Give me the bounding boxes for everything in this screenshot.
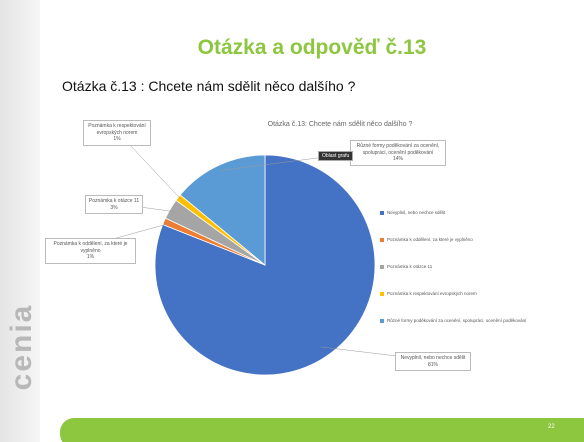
data-label-value: 81% [427,361,438,368]
legend-label: Poznámka k respektování evropských norem [387,291,477,296]
data-label-category: Poznámka k otázce 11 [88,198,140,204]
data-label-category: Poznámka k oddělení, za které je vyplněn… [53,241,128,254]
data-label: Poznámka k otázce 11 3% [85,195,143,214]
legend-swatch [380,318,384,323]
chart-title: Otázka č.13: Chcete nám sdělit něco dalš… [267,121,413,128]
data-label: Poznámka k oddělení, za které je vyplněn… [45,238,136,264]
tooltip: Oblast grafu [318,151,354,161]
legend-item: Nevyplnil, nebo nechce sdělit [380,210,445,215]
data-label-value: 14% [392,156,403,162]
footer-bar [60,418,584,442]
legend-item: Poznámka k otázce 11 [380,264,432,269]
data-label: Různé formy poděkování za ocenění, spolu… [350,140,446,166]
page-number: 22 [548,424,555,430]
legend-label: Poznámka k oddělení, za které je vyplněn… [387,237,473,242]
data-label-value: 1% [86,254,95,260]
legend-item: Poznámka k oddělení, za které je vyplněn… [380,237,473,242]
side-strip [0,0,40,442]
legend-swatch [380,291,384,296]
legend-swatch [380,264,384,269]
legend-label: Poznámka k otázce 11 [387,264,433,269]
data-label-value: 3% [110,204,118,211]
legend-swatch [380,210,384,215]
question: Otázka č.13 : Chcete nám sdělit něco dal… [62,78,356,94]
legend-label: Nevyplnil, nebo nechce sdělit [387,210,446,215]
data-label-category: Poznámka k respektování evropských norem [88,123,146,136]
data-label-value: 1% [113,136,121,142]
legend-label: Různé formy poděkování za ocenění, spolu… [387,318,527,323]
data-label: Poznámka k respektování evropských norem… [83,120,151,146]
pie-slice [179,154,266,266]
data-label-category: Různé formy poděkování za ocenění, spolu… [356,143,440,156]
data-label: Nevyplnil, nebo nechce sdělit 81% [395,352,471,371]
slide-title: Otázka a odpověď č.13 [197,36,427,59]
data-label-category: Nevyplnil, nebo nechce sdělit [400,355,466,361]
legend-item: Různé formy poděkování za ocenění, spolu… [380,318,526,323]
legend-item: Poznámka k respektování evropských norem [380,291,477,296]
legend-swatch [380,237,384,242]
